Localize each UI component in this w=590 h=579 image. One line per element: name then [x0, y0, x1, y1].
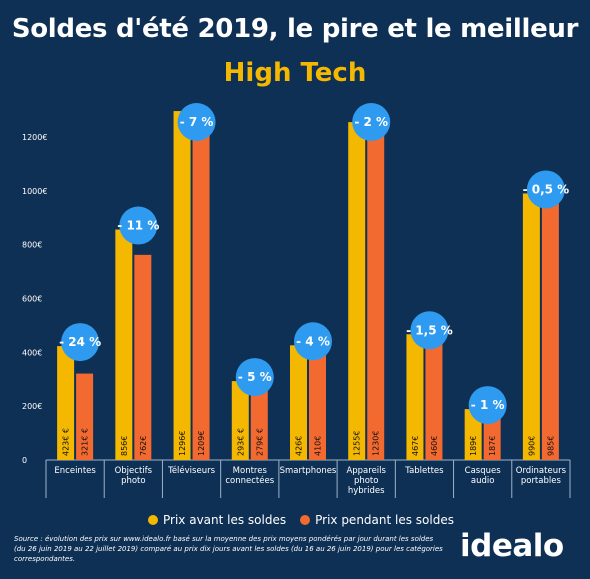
discount-badge-label: - 1 %	[471, 398, 505, 412]
legend-label-before: Prix avant les soldes	[163, 513, 287, 527]
bar-during	[541, 194, 559, 461]
discount-badge-label: - 7 %	[180, 115, 214, 129]
discount-badge-label: - 4 %	[296, 334, 330, 348]
data-label-before: 423€ €	[62, 428, 71, 456]
discount-badge-label: - 2 %	[354, 115, 388, 129]
discount-badge-label: - 0,5 %	[523, 182, 570, 196]
chart-subtitle: High Tech	[223, 58, 367, 88]
discount-badge-label: - 5 %	[238, 370, 272, 384]
data-label-before: 293€ €	[236, 428, 245, 456]
data-label-during: 187€	[488, 436, 497, 456]
bar-before	[290, 345, 307, 460]
discount-badge-label: - 1,5 %	[406, 323, 453, 337]
bar-before	[173, 111, 191, 461]
legend-dot-during	[300, 515, 311, 525]
category-label: Smartphones	[280, 466, 337, 476]
category-label: hybrides	[348, 486, 385, 496]
data-label-before: 189€	[469, 436, 478, 456]
discount-badge	[235, 358, 274, 397]
y-tick-label: 400€	[22, 348, 42, 357]
data-label-during: 762€	[139, 436, 148, 456]
data-label-during: 985€	[546, 436, 555, 456]
legend-item-before: Prix avant les soldes	[148, 513, 286, 527]
legend: Prix avant les soldes Prix pendant les s…	[148, 513, 454, 527]
discount-badge	[294, 322, 332, 361]
discount-badge	[468, 386, 507, 425]
bar-before	[522, 193, 540, 460]
bar-during	[192, 134, 210, 460]
y-tick-label: 600€	[22, 294, 42, 303]
data-label-before: 990€	[527, 436, 536, 456]
data-label-before: 1255€	[353, 431, 362, 456]
y-tick-label: 200€	[22, 402, 42, 411]
discount-badge	[526, 170, 565, 209]
source-note: Source : évolution des prix sur www.idea…	[14, 535, 443, 563]
bar-before	[231, 381, 249, 460]
bar-before	[348, 122, 366, 460]
y-tick-label: 1200€	[22, 133, 47, 142]
data-label-before: 426€	[295, 436, 304, 456]
category-label: portables	[521, 476, 562, 486]
data-label-before: 467€	[411, 436, 420, 456]
bar-during	[76, 373, 94, 460]
bar-during	[367, 128, 385, 460]
discount-badge	[119, 206, 158, 245]
bar-before	[115, 229, 133, 460]
category-label: Appareils	[346, 466, 386, 476]
chart-title: Soldes d'été 2019, le pire et le meilleu…	[11, 14, 579, 44]
data-label-during: 321€ €	[81, 428, 90, 456]
data-label-during: 410€	[314, 436, 323, 456]
category-label: audio	[471, 476, 495, 486]
legend-dot-before	[148, 515, 158, 525]
bar-during	[250, 384, 268, 460]
data-label-during: 1209€	[197, 431, 206, 456]
bar-before	[57, 346, 75, 460]
category-label: photo	[354, 476, 379, 486]
y-tick-label: 1000€	[22, 187, 47, 196]
bar-before	[406, 334, 424, 460]
category-label: Ordinateurs	[516, 466, 567, 476]
discount-badge	[352, 103, 391, 141]
bar-before	[464, 409, 482, 460]
data-label-during: 1230€	[372, 431, 381, 456]
y-tick-label: 0	[22, 456, 27, 465]
legend-label-during: Prix pendant les soldes	[315, 513, 454, 527]
category-label: Téléviseurs	[167, 465, 216, 476]
discount-badge	[177, 103, 216, 141]
category-label: Tablettes	[404, 466, 444, 476]
bar-during	[425, 336, 443, 460]
category-label: Montres	[233, 466, 268, 476]
y-tick-label: 800€	[22, 241, 42, 250]
idealo-logo: idealo	[460, 528, 564, 564]
data-label-before: 1296€	[178, 431, 187, 456]
bar-during	[309, 349, 326, 460]
category-label: Casques	[465, 466, 502, 476]
category-label: Enceintes	[54, 466, 96, 476]
discount-badge-label: - 11 %	[117, 219, 159, 233]
discount-badge-label: - 24 %	[59, 335, 101, 349]
data-label-before: 856€	[120, 436, 129, 456]
discount-badge	[61, 323, 100, 362]
bar-during	[134, 254, 152, 460]
legend-item-during: Prix pendant les soldes	[300, 513, 454, 527]
data-label-during: 460€	[430, 436, 439, 456]
category-label: Objectifs	[115, 466, 153, 476]
discount-badge	[410, 311, 449, 350]
category-label: connectées	[225, 475, 274, 486]
category-label: photo	[121, 476, 146, 486]
data-label-during: 279€ €	[255, 428, 264, 456]
